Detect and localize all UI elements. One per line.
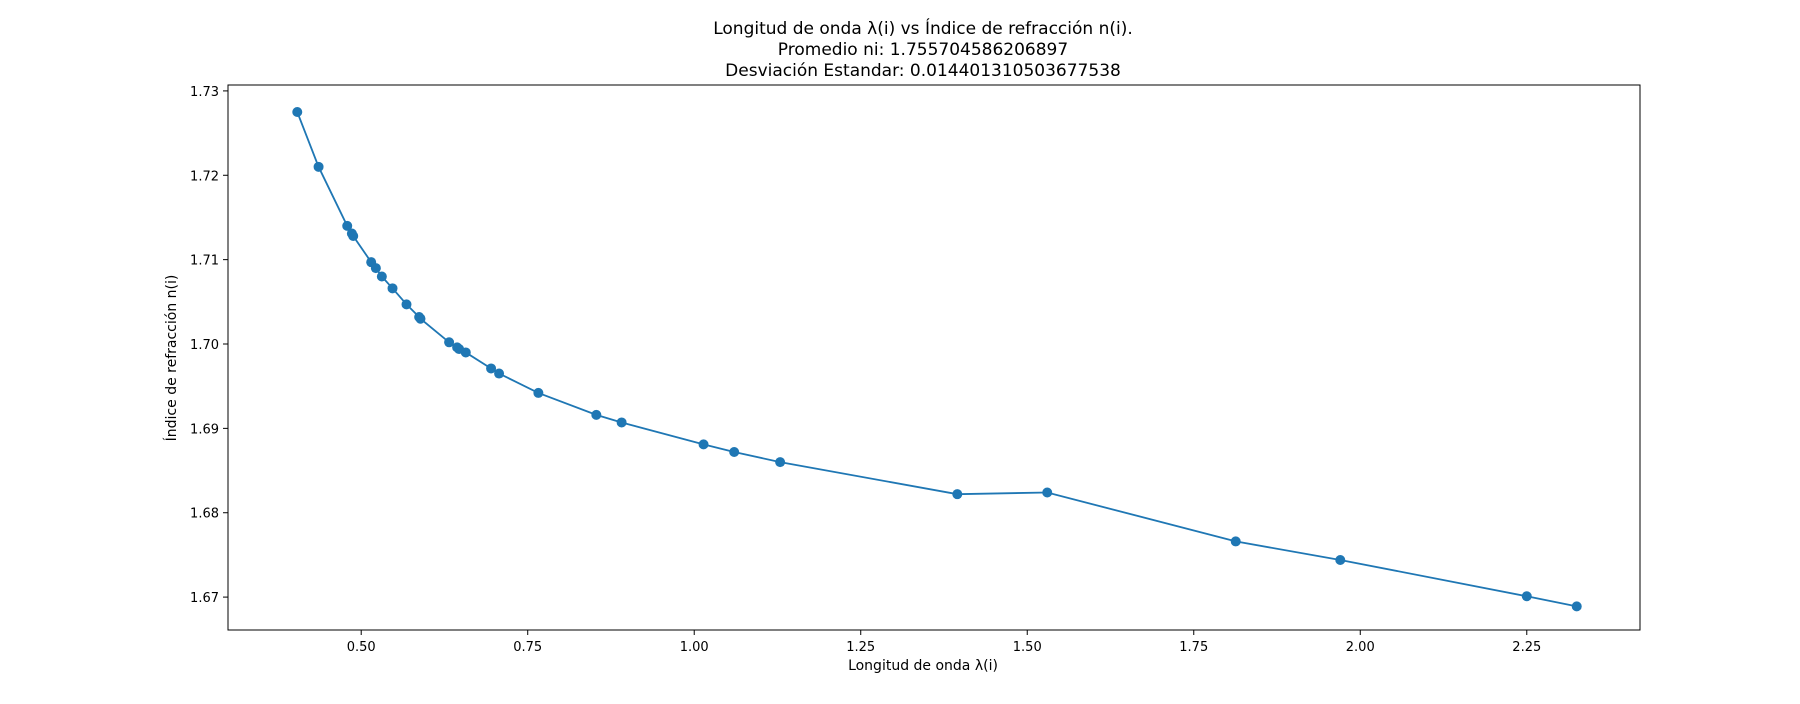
- data-point: [775, 457, 786, 468]
- x-axis-label: Longitud de onda λ(i): [848, 658, 998, 674]
- data-point: [387, 283, 398, 294]
- y-tick-label: 1.70: [190, 338, 219, 353]
- series-line: [296, 111, 1577, 608]
- y-tick-label: 1.68: [190, 507, 219, 522]
- y-tick-label: 1.71: [190, 254, 219, 269]
- data-point: [376, 271, 387, 282]
- data-point: [370, 263, 381, 274]
- data-point: [1042, 487, 1053, 498]
- data-point: [1521, 591, 1532, 602]
- data-point: [952, 489, 963, 500]
- data-point: [313, 161, 324, 172]
- data-point: [460, 347, 471, 358]
- plot-frame: [227, 84, 1641, 631]
- data-point: [342, 220, 353, 231]
- chart-title-line-2: Promedio ni: 1.755704586206897: [778, 40, 1068, 60]
- data-point: [729, 446, 740, 457]
- x-tick-label: 1.00: [680, 640, 709, 655]
- data-point: [348, 231, 359, 242]
- y-axis-label: Índice de refracción n(i): [163, 275, 180, 442]
- data-point: [292, 107, 303, 117]
- data-point: [616, 417, 627, 428]
- x-tick-label: 2.00: [1346, 640, 1375, 655]
- x-tick-label: 1.75: [1179, 640, 1208, 655]
- x-tick-label: 0.75: [513, 640, 542, 655]
- data-point: [494, 368, 505, 379]
- data-point: [1571, 601, 1582, 612]
- y-tick-label: 1.69: [190, 422, 219, 437]
- axes: [227, 84, 1641, 631]
- data-point: [444, 337, 455, 348]
- data-point: [591, 409, 602, 420]
- series-layer: [292, 107, 1582, 612]
- chart-title: Longitud de onda λ(i) vs Índice de refra…: [713, 17, 1133, 81]
- x-tick-label: 1.50: [1013, 640, 1042, 655]
- data-point: [401, 299, 412, 310]
- data-point: [1335, 554, 1346, 565]
- x-tick-label: 0.50: [347, 640, 376, 655]
- data-point: [486, 363, 497, 374]
- x-tick-label: 2.25: [1512, 640, 1541, 655]
- data-point: [698, 439, 709, 450]
- x-tick-label: 1.25: [846, 640, 875, 655]
- data-point: [1230, 536, 1241, 547]
- chart-title-line-3: Desviación Estandar: 0.01440131050367753…: [725, 61, 1121, 81]
- chart-title-line-1: Longitud de onda λ(i) vs Índice de refra…: [713, 17, 1133, 39]
- data-point: [533, 387, 544, 398]
- y-tick-label: 1.67: [190, 591, 219, 606]
- data-point: [415, 313, 426, 324]
- y-tick-label: 1.72: [190, 169, 219, 184]
- y-tick-label: 1.73: [190, 85, 219, 100]
- ticks: 0.50 0.75 1.00 1.25 1.50 1.75 2.00 2.25 1.67 1.68…: [190, 85, 1541, 655]
